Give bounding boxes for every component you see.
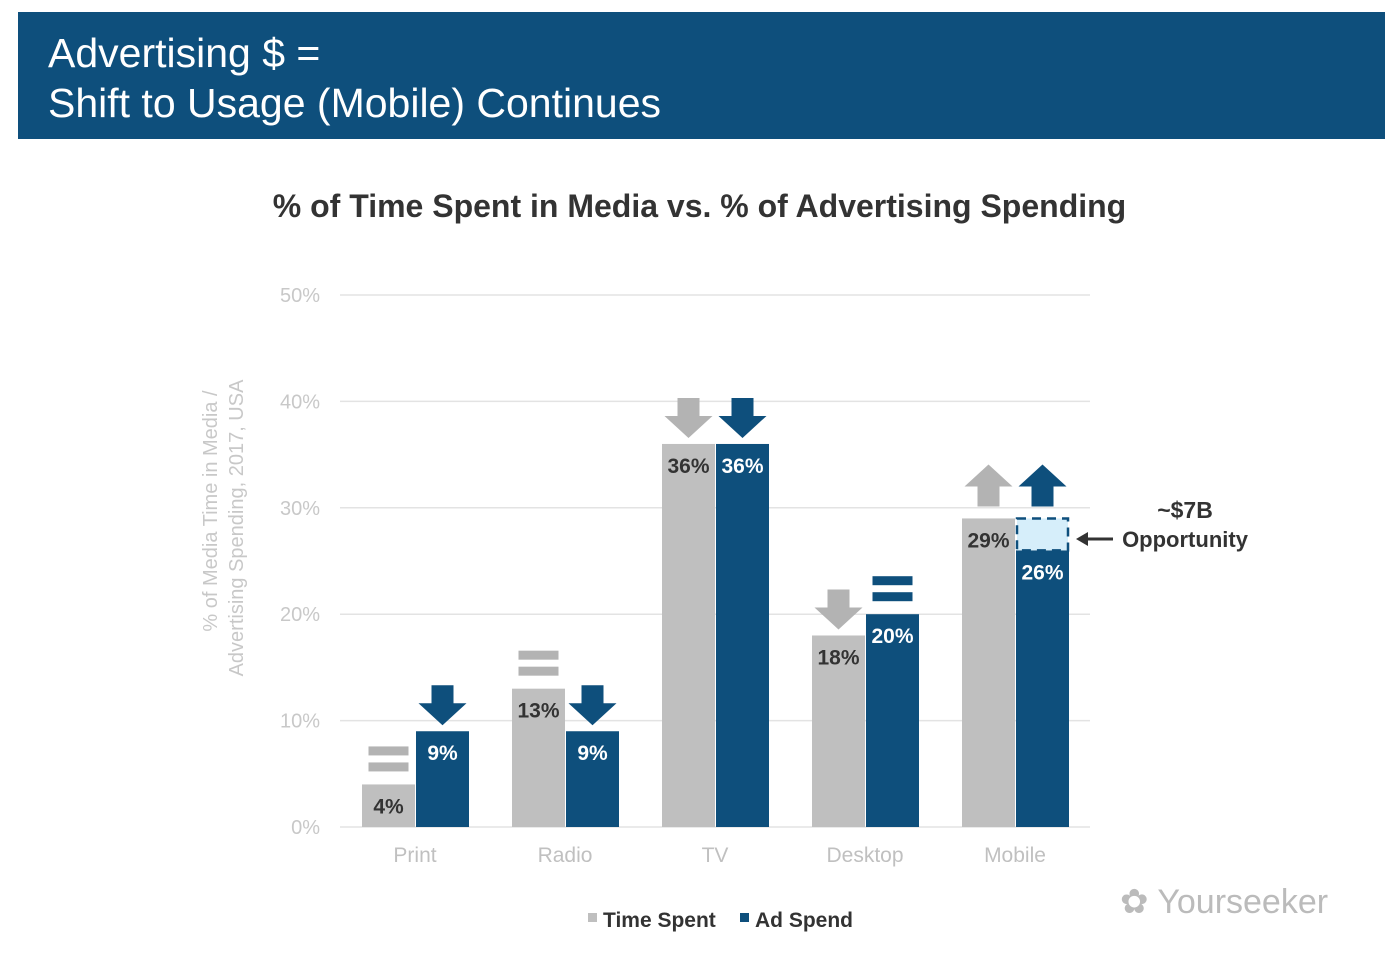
arrow-down-icon	[814, 589, 863, 630]
watermark: ✿ Yourseeker	[1120, 883, 1329, 921]
y-tick-label: 50%	[280, 285, 320, 307]
arrow-down-icon	[664, 397, 713, 438]
watermark-text: Yourseeker	[1157, 883, 1329, 921]
arrow-down-icon	[718, 397, 767, 438]
legend-swatch	[740, 913, 749, 922]
data-label: 9%	[577, 742, 608, 765]
y-tick-label: 10%	[280, 711, 320, 733]
data-label: 20%	[871, 625, 913, 648]
opportunity-gap	[1015, 517, 1070, 552]
slide-title-line1: Advertising $ =	[48, 30, 321, 76]
annotation-value: ~$7B	[1157, 497, 1213, 523]
y-axis-label: % of Media Time in Media /	[200, 390, 222, 632]
equal-icon	[368, 762, 409, 772]
bar-ad-spend	[716, 443, 769, 827]
data-label: 9%	[427, 742, 458, 765]
equal-icon	[518, 666, 559, 676]
x-tick-label: TV	[702, 844, 729, 867]
y-tick-label: 0%	[291, 817, 320, 839]
bar-ad-spend	[866, 614, 919, 827]
data-label: 13%	[517, 700, 559, 723]
arrow-up-icon	[964, 464, 1013, 507]
x-tick-label: Mobile	[984, 844, 1046, 867]
bar-time-spent	[662, 443, 715, 827]
equal-icon	[872, 576, 913, 586]
bar-ad-spend	[416, 731, 469, 827]
y-tick-label: 20%	[280, 604, 320, 626]
bar-ad-spend	[566, 731, 619, 827]
chart-title: % of Time Spent in Media vs. % of Advert…	[272, 188, 1127, 224]
x-tick-label: Radio	[538, 844, 593, 867]
data-label: 36%	[721, 455, 763, 478]
slide-title-line2: Shift to Usage (Mobile) Continues	[48, 80, 662, 126]
annotation-label: Opportunity	[1122, 527, 1249, 552]
y-axis-label: Advertising Spending, 2017, USA	[226, 379, 248, 677]
y-tick-label: 40%	[280, 391, 320, 413]
legend-swatch	[588, 913, 597, 922]
arrow-down-icon	[418, 685, 467, 726]
legend-label: Time Spent	[603, 909, 716, 932]
arrow-up-icon	[1018, 464, 1067, 507]
data-label: 29%	[967, 529, 1009, 552]
y-tick-label: 30%	[280, 498, 320, 520]
bar-time-spent	[362, 784, 415, 827]
equal-icon	[368, 746, 409, 756]
bar-ad-spend	[1016, 550, 1069, 827]
data-label: 36%	[667, 455, 709, 478]
data-label: 4%	[373, 795, 404, 818]
annotation-arrow-head	[1076, 532, 1088, 546]
x-tick-label: Desktop	[826, 844, 903, 867]
bar-time-spent	[512, 688, 565, 827]
legend-label: Ad Spend	[755, 909, 853, 932]
equal-icon	[872, 592, 913, 602]
equal-icon	[518, 650, 559, 660]
x-tick-label: Print	[393, 844, 436, 867]
data-label: 26%	[1021, 561, 1063, 584]
arrow-down-icon	[568, 685, 617, 726]
data-label: 18%	[817, 646, 859, 669]
title-banner: Advertising $ = Shift to Usage (Mobile) …	[18, 12, 1385, 139]
bar-time-spent	[812, 635, 865, 827]
bar-time-spent	[962, 518, 1015, 827]
